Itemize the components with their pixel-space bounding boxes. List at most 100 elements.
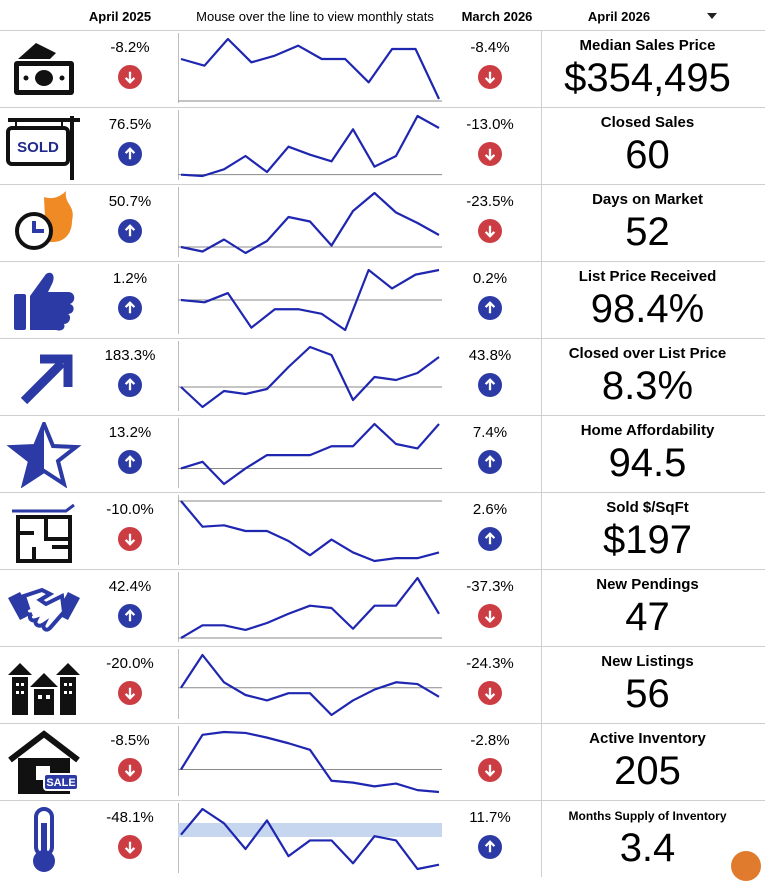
metric-label: New Listings <box>601 653 694 670</box>
yoy-change: 183.3% <box>104 347 156 364</box>
arrow-down-icon <box>478 219 502 243</box>
mom-change: -24.3% <box>466 655 514 672</box>
yoy-change: 1.2% <box>112 270 148 287</box>
sparkline-series <box>180 345 440 409</box>
sparkline-point <box>328 536 336 544</box>
clock-fire-icon <box>6 191 82 257</box>
metric-row: 1.2% 0.2% List Price Received 98.4% <box>0 261 765 339</box>
sparkline-point <box>414 554 422 562</box>
metric-row: 42.4% -37.3% New Pendings 47 <box>0 569 765 647</box>
sparkline-point <box>285 451 293 459</box>
sparkline-point <box>263 527 271 535</box>
sparkline-point <box>365 78 373 86</box>
sparkline-point <box>263 816 271 824</box>
sparkline-point <box>306 451 314 459</box>
sparkline-chart[interactable] <box>178 108 448 182</box>
sparkline-point <box>306 551 314 559</box>
sparkline-point <box>285 213 293 221</box>
sparkline-point <box>200 62 208 70</box>
houses-icon <box>6 653 82 719</box>
sparkline-point <box>371 163 379 171</box>
sparkline-point <box>435 548 443 556</box>
help-button[interactable] <box>731 851 761 881</box>
sparkline-point <box>435 861 443 869</box>
sparkline-point <box>392 602 400 610</box>
sparkline-point <box>392 836 400 844</box>
column-divider <box>541 31 542 107</box>
sparkline-point <box>392 780 400 788</box>
metric-label: New Pendings <box>596 576 699 593</box>
sparkline-chart[interactable] <box>178 493 448 567</box>
sparkline-point <box>199 172 207 180</box>
sparkline-chart[interactable] <box>178 185 448 259</box>
sparkline-point <box>306 218 314 226</box>
metric-label: Days on Market <box>592 191 703 208</box>
sparkline-point <box>371 832 379 840</box>
handshake-icon <box>6 576 82 642</box>
sparkline-point <box>224 289 232 297</box>
arrow-up-icon <box>118 450 142 474</box>
arrow-up-icon <box>118 142 142 166</box>
column-divider <box>541 416 542 492</box>
sparkline-point <box>414 444 422 452</box>
sparkline-chart[interactable] <box>178 339 448 413</box>
sparkline-point <box>285 537 293 545</box>
sparkline-point <box>285 852 293 860</box>
sparkline-chart[interactable] <box>178 801 448 875</box>
yoy-change: -48.1% <box>106 809 154 826</box>
sparkline-axis <box>178 418 179 488</box>
sparkline-point <box>328 604 336 612</box>
sparkline-chart[interactable] <box>178 416 448 490</box>
arrow-up-icon <box>118 604 142 628</box>
sparkline-point <box>224 35 232 43</box>
header-bar: April 2025 Mouse over the line to view m… <box>0 0 765 30</box>
sparkline-point <box>220 165 228 173</box>
sparkline-point <box>414 786 422 794</box>
sparkline-point <box>392 678 400 686</box>
sparkline-point <box>263 385 271 393</box>
sparkline-point <box>247 58 255 66</box>
metric-label: Closed Sales <box>600 114 695 131</box>
mom-change: 0.2% <box>472 270 508 287</box>
sparkline-point <box>349 125 357 133</box>
sparkline-point <box>392 554 400 562</box>
column-divider <box>541 570 542 646</box>
balanced-market-band <box>178 823 442 837</box>
sparkline-chart[interactable] <box>178 724 448 798</box>
column-divider <box>541 801 542 877</box>
sparkline-point <box>285 689 293 697</box>
metric-value: $354,495 <box>564 56 731 100</box>
sparkline-point <box>435 788 443 796</box>
sparkline-point <box>242 691 250 699</box>
sparkline-chart[interactable] <box>178 647 448 721</box>
sparkline-point <box>242 527 250 535</box>
yoy-change: 13.2% <box>108 424 152 441</box>
metric-row: -8.2% -8.4% Median Sales Price $354,495 <box>0 30 765 108</box>
sparkline-axis <box>178 726 179 796</box>
sparkline-point <box>220 621 228 629</box>
sparkline-axis <box>178 341 179 411</box>
sparkline-point <box>328 442 336 450</box>
sparkline-point <box>200 298 208 306</box>
sparkline-point <box>371 373 379 381</box>
sparkline-point <box>306 689 314 697</box>
sparkline-point <box>328 242 336 250</box>
sparkline-point <box>285 739 293 747</box>
sparkline-point <box>294 42 302 50</box>
sparkline-point <box>365 266 373 274</box>
sparkline-point <box>263 696 271 704</box>
sparkline-point <box>341 55 349 63</box>
mom-change: -37.3% <box>466 578 514 595</box>
sparkline-point <box>414 574 422 582</box>
sparkline-series <box>180 500 440 563</box>
sparkline-series <box>180 576 440 639</box>
chevron-down-icon[interactable] <box>707 13 717 19</box>
sparkline-chart[interactable] <box>178 31 448 105</box>
arrow-up-icon <box>478 450 502 474</box>
sparkline-point <box>306 343 314 351</box>
sparkline-point <box>412 45 420 53</box>
sparkline-chart[interactable] <box>178 262 448 336</box>
sparkline-point <box>220 678 228 686</box>
sparkline-chart[interactable] <box>178 570 448 644</box>
arrow-down-icon <box>478 681 502 705</box>
